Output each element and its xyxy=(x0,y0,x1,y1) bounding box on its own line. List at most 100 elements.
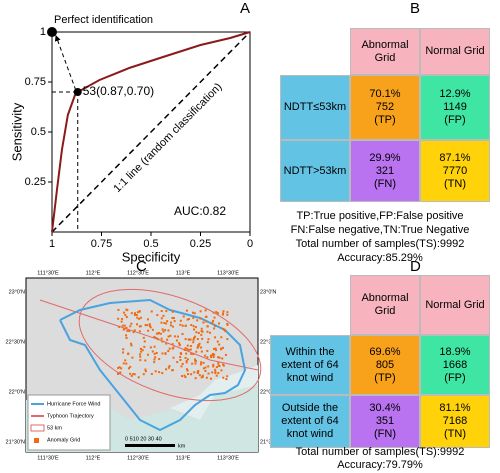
anomaly-dot xyxy=(209,354,212,357)
anomaly-dot xyxy=(194,326,197,329)
anomaly-dot xyxy=(171,369,174,372)
anomaly-dot xyxy=(194,335,197,338)
anomaly-dot xyxy=(220,369,223,372)
cell-text: (FN) xyxy=(374,428,396,440)
anomaly-dot xyxy=(186,369,189,372)
anomaly-dot xyxy=(146,324,149,327)
anomaly-dot xyxy=(226,311,229,314)
anomaly-dot xyxy=(136,311,139,314)
anomaly-dot xyxy=(150,310,153,313)
anomaly-dot xyxy=(204,369,207,372)
anomaly-dot xyxy=(218,343,221,346)
anomaly-dot xyxy=(127,352,130,355)
anomaly-dot xyxy=(199,310,202,313)
anomaly-dot xyxy=(202,361,205,364)
cell: 30.4% 351 (FN) xyxy=(350,395,420,448)
anomaly-dot xyxy=(217,372,220,375)
anomaly-dot xyxy=(161,340,164,343)
anomaly-dot xyxy=(220,348,223,351)
row-header: Outside the extent of 64 knot wind xyxy=(270,395,350,448)
y-tick-label: 0.75 xyxy=(25,76,46,88)
cell-text: 321 xyxy=(375,164,395,177)
anomaly-dot xyxy=(193,328,196,331)
anomaly-dot xyxy=(217,364,220,367)
anomaly-dot xyxy=(128,330,131,333)
anomaly-dot xyxy=(123,324,126,327)
y-tick-label: 0.5 xyxy=(31,126,46,138)
anomaly-dot xyxy=(200,327,203,330)
anomaly-dot xyxy=(125,336,128,339)
anomaly-dot xyxy=(202,321,205,324)
cell: 29.9% 321 (FN) xyxy=(350,140,420,202)
anomaly-dot xyxy=(155,336,158,339)
anomaly-dot xyxy=(193,371,196,374)
anomaly-dot xyxy=(225,378,228,381)
anomaly-dot xyxy=(158,371,161,374)
anomaly-dot xyxy=(215,311,218,314)
anomaly-dot xyxy=(186,344,189,347)
anomaly-dot xyxy=(138,317,141,320)
anomaly-dot xyxy=(142,373,145,376)
anomaly-dot xyxy=(117,308,120,311)
cell: 18.9% 1668 (FP) xyxy=(420,335,490,395)
anomaly-dot xyxy=(117,367,120,370)
diagonal xyxy=(51,31,251,233)
anomaly-dot xyxy=(172,346,175,349)
anomaly-dot xyxy=(132,331,135,334)
anomaly-dot xyxy=(160,321,163,324)
anomaly-dot xyxy=(165,342,168,345)
cell-text: (TP) xyxy=(374,114,396,126)
anomaly-dot xyxy=(134,312,137,315)
anomaly-dot xyxy=(187,317,190,320)
map-sea xyxy=(170,365,258,420)
anomaly-dot xyxy=(161,352,164,355)
anomaly-dot xyxy=(185,368,188,371)
anomaly-dot xyxy=(172,356,175,359)
anomaly-dot xyxy=(200,329,203,332)
anomaly-dot xyxy=(173,320,176,323)
anomaly-dot xyxy=(215,366,218,369)
anomaly-dot xyxy=(164,352,167,355)
anomaly-dot xyxy=(195,350,198,353)
cell: 70.1% 752 (TP) xyxy=(350,75,420,140)
anomaly-dot xyxy=(204,366,207,369)
anomaly-dot xyxy=(191,311,194,314)
x-axis-title: Specificity xyxy=(122,249,181,264)
cell-text: (FP) xyxy=(444,114,466,126)
anomaly-dot xyxy=(212,311,215,314)
anomaly-dot xyxy=(130,312,133,315)
anomaly-dot xyxy=(168,365,171,368)
anomaly-dot xyxy=(154,356,157,359)
cell-text: 87.1% xyxy=(439,151,471,164)
anomaly-dot xyxy=(133,329,136,332)
anomaly-dot xyxy=(214,370,217,373)
anomaly-dot xyxy=(212,347,215,350)
anomaly-dot xyxy=(221,313,224,316)
anomaly-dot xyxy=(131,356,134,359)
anomaly-dot xyxy=(196,338,199,341)
anomaly-dot xyxy=(214,368,217,371)
col-header: Abnormal Grid xyxy=(350,275,420,335)
anomaly-dot xyxy=(192,341,195,344)
anomaly-dot xyxy=(217,362,220,365)
row-header: NDTT>53km xyxy=(280,140,350,202)
anomaly-dot xyxy=(207,372,210,375)
lon-label: 113°E xyxy=(176,455,191,461)
anomaly-dot xyxy=(181,324,184,327)
anomaly-dot xyxy=(184,356,187,359)
anomaly-dot xyxy=(141,349,144,352)
anomaly-dot xyxy=(194,362,197,365)
anomaly-dot xyxy=(172,317,175,320)
anomaly-dot xyxy=(186,348,189,351)
legend-swatch xyxy=(34,438,39,443)
anomaly-dot xyxy=(153,335,156,338)
anomaly-dot xyxy=(133,373,136,376)
anomaly-dot xyxy=(155,332,158,335)
anomaly-dot xyxy=(153,345,156,348)
anomaly-dot xyxy=(160,337,163,340)
anomaly-dot xyxy=(178,343,181,346)
x-tick-label: 0 xyxy=(247,238,253,250)
anomaly-dot xyxy=(179,359,182,362)
anomaly-dot xyxy=(222,346,225,349)
anomaly-dot xyxy=(186,358,189,361)
